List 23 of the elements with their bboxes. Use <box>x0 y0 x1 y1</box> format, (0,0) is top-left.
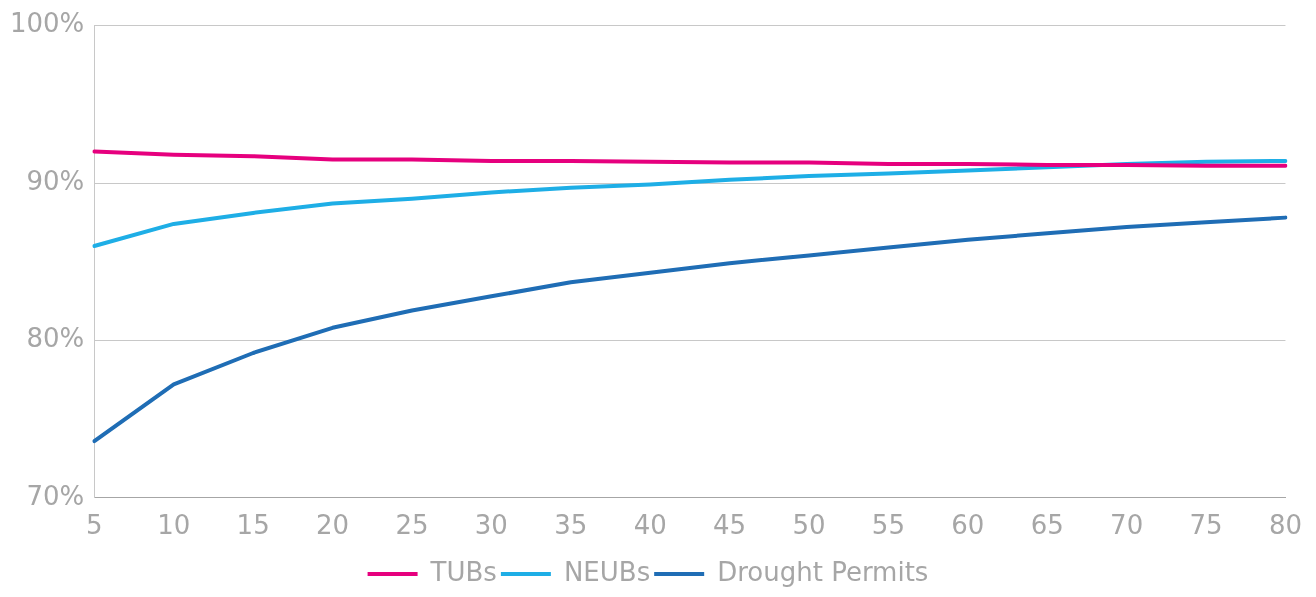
x-tick-label: 10 <box>157 510 191 541</box>
x-tick-label: 80 <box>1268 510 1302 541</box>
x-tick-label: 5 <box>86 510 103 541</box>
y-tick-label: 100% <box>9 8 85 39</box>
legend-label: NEUBs <box>563 556 651 587</box>
x-tick-label: 45 <box>713 510 747 541</box>
y-tick-label: 90% <box>26 165 85 196</box>
x-tick-label: 40 <box>633 510 667 541</box>
x-tick-label: 50 <box>792 510 826 541</box>
legend-label: Drought Permits <box>717 556 929 587</box>
x-tick-label: 15 <box>236 510 270 541</box>
x-tick-label: 60 <box>951 510 985 541</box>
legend-label: TUBs <box>429 556 497 587</box>
x-tick-label: 55 <box>871 510 905 541</box>
x-tick-label: 20 <box>316 510 350 541</box>
x-tick-label: 35 <box>554 510 588 541</box>
x-tick-label: 30 <box>474 510 508 541</box>
y-tick-label: 70% <box>26 480 85 511</box>
x-tick-label: 65 <box>1030 510 1064 541</box>
y-tick-label: 80% <box>26 323 85 354</box>
x-tick-label: 70 <box>1110 510 1144 541</box>
x-tick-label: 25 <box>395 510 429 541</box>
x-tick-label: 75 <box>1189 510 1223 541</box>
